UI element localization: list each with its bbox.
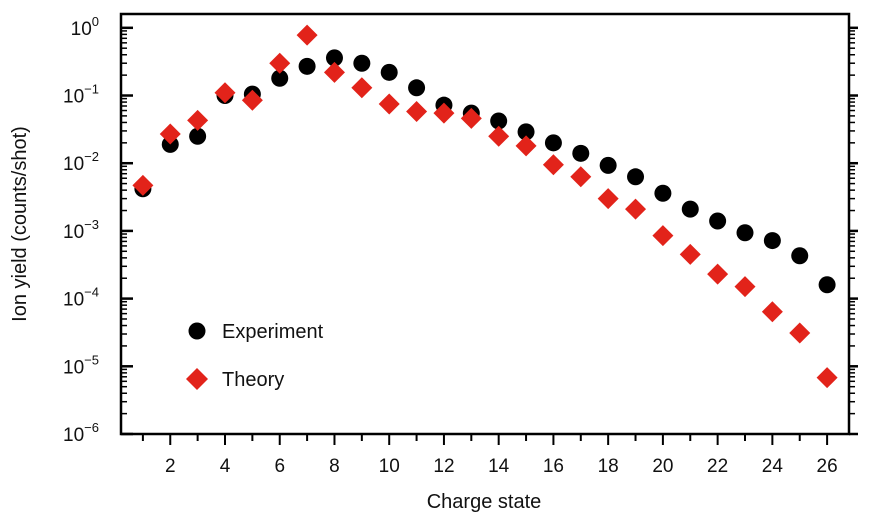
theory-point	[296, 24, 318, 46]
experiment-point	[572, 144, 590, 162]
theory-point	[761, 301, 783, 323]
theory-point	[433, 102, 455, 124]
data-markers	[132, 24, 838, 389]
experiment-point	[189, 127, 207, 145]
y-tick-label: 10−4	[63, 285, 99, 311]
theory-point	[406, 101, 428, 123]
theory-point	[679, 243, 701, 265]
legend: Experiment Theory	[186, 321, 324, 391]
y-axis-ticks: 100 10−1 10−2 10−3 10−4 10−5 10−6	[63, 14, 858, 446]
legend-label-experiment: Experiment	[222, 321, 324, 343]
experiment-point	[791, 247, 809, 265]
experiment-point	[408, 79, 426, 97]
x-tick-label: 20	[652, 456, 673, 477]
theory-point	[132, 174, 154, 196]
experiment-point	[544, 134, 562, 152]
experiment-point	[709, 212, 727, 230]
y-tick-label: 10−5	[63, 352, 99, 378]
y-tick-label: 10−1	[63, 82, 99, 108]
theory-point	[734, 276, 756, 298]
experiment-point	[681, 200, 699, 218]
x-tick-label: 6	[274, 456, 285, 477]
experiment-point	[298, 57, 316, 75]
x-tick-label: 18	[598, 456, 619, 477]
x-tick-label: 4	[220, 456, 231, 477]
experiment-point	[353, 54, 371, 72]
x-tick-label: 22	[707, 456, 728, 477]
x-tick-label: 12	[433, 456, 454, 477]
y-axis-title: Ion yield (counts/shot)	[9, 126, 31, 322]
experiment-point	[325, 49, 343, 67]
experiment-point	[271, 69, 289, 87]
x-axis-ticks: 2 4 6 8 10 12 14 16 18 20 22 24 26	[141, 434, 838, 477]
theory-point	[241, 89, 263, 111]
theory-point	[460, 107, 482, 129]
x-tick-label: 16	[543, 456, 564, 477]
theory-point	[378, 93, 400, 115]
theory-point	[187, 109, 209, 131]
y-tick-label: 10−2	[63, 149, 99, 175]
y-tick-label: 100	[71, 14, 99, 40]
plot-frame	[119, 12, 851, 436]
theory-point	[707, 263, 729, 285]
x-tick-label: 26	[817, 456, 838, 477]
theory-point	[625, 198, 647, 220]
theory-point	[597, 188, 619, 210]
theory-point	[214, 82, 236, 104]
experiment-point	[599, 156, 617, 174]
y-tick-label: 10−3	[63, 217, 99, 243]
theory-point	[515, 135, 537, 157]
theory-point	[488, 125, 510, 147]
theory-point	[159, 123, 181, 145]
experiment-point	[627, 168, 645, 186]
x-tick-label: 14	[488, 456, 510, 477]
theory-point	[652, 225, 674, 247]
experiment-point	[654, 184, 672, 202]
experiment-point	[763, 232, 781, 250]
theory-point	[816, 367, 838, 389]
x-tick-label: 8	[329, 456, 340, 477]
experiment-point	[517, 123, 535, 141]
experiment-point	[380, 63, 398, 81]
legend-marker-theory	[186, 368, 208, 390]
theory-point	[269, 52, 291, 74]
y-tick-label: 10−6	[63, 420, 99, 446]
experiment-point	[490, 112, 508, 130]
theory-point	[542, 154, 564, 176]
theory-point	[570, 166, 592, 188]
x-tick-label: 10	[379, 456, 400, 477]
experiment-point	[736, 224, 754, 242]
theory-point	[323, 61, 345, 83]
x-tick-label: 24	[762, 456, 784, 477]
legend-label-theory: Theory	[222, 369, 284, 391]
theory-point	[351, 77, 373, 99]
x-tick-label: 2	[165, 456, 176, 477]
theory-point	[789, 322, 811, 344]
x-axis-title: Charge state	[427, 491, 542, 513]
legend-marker-experiment	[188, 322, 206, 340]
experiment-point	[818, 276, 836, 294]
